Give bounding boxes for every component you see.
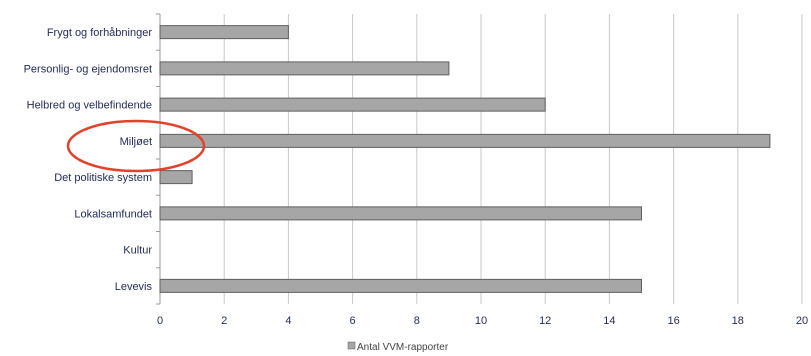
bar-0 (159, 25, 289, 40)
y-axis (156, 13, 161, 305)
highlight-ellipse (66, 119, 206, 173)
x-tick-label-6: 12 (539, 315, 551, 327)
x-tick-label-2: 4 (285, 315, 291, 327)
x-tick-label-5: 10 (475, 315, 487, 327)
bar-2 (159, 97, 546, 112)
bar-4 (159, 170, 193, 185)
category-label-1: Personlig- og ejendomsret (24, 63, 152, 75)
x-tick-label-3: 6 (350, 315, 356, 327)
bars (159, 25, 771, 293)
category-label-0: Frygt og forhåbninger (47, 27, 153, 39)
x-tick-label-4: 8 (414, 315, 420, 327)
x-tick-label-8: 16 (667, 315, 679, 327)
x-tick-label-7: 14 (603, 315, 615, 327)
bar-7 (159, 278, 642, 293)
category-label-7: Levevis (115, 281, 153, 293)
grid-lines (159, 14, 803, 304)
x-tick-label-1: 2 (221, 315, 227, 327)
bar-1 (159, 61, 450, 76)
legend-label: Antal VVM-rapporter (357, 342, 449, 353)
category-labels: Frygt og forhåbninger Personlig- og ejend… (24, 27, 153, 293)
highlight-annotation (66, 119, 206, 173)
category-label-4: Det politiske system (54, 172, 152, 184)
category-label-3: Miljøet (120, 136, 152, 148)
x-tick-label-0: 0 (157, 315, 163, 327)
category-label-6: Kultur (123, 245, 152, 257)
legend-swatch (347, 341, 356, 350)
legend: Antal VVM-rapporter (347, 341, 449, 353)
x-tick-label-9: 18 (732, 315, 744, 327)
bar-5 (159, 206, 642, 221)
bar-3 (159, 133, 771, 148)
x-tick-labels: 0 2 4 6 8 10 12 14 16 18 20 (157, 315, 808, 327)
x-tick-label-10: 20 (796, 315, 808, 327)
category-label-5: Lokalsamfundet (74, 208, 152, 220)
category-label-2: Helbred og velbefindende (27, 100, 152, 112)
